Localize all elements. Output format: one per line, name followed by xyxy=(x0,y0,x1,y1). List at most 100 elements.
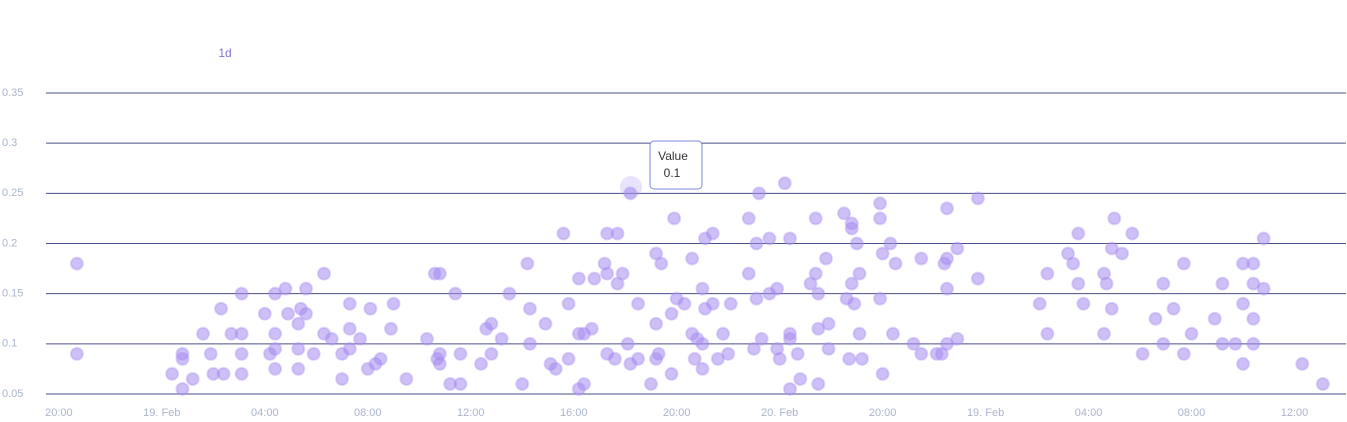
point xyxy=(687,351,702,366)
point xyxy=(610,226,625,241)
point xyxy=(1097,326,1112,341)
point xyxy=(484,346,499,361)
point xyxy=(1104,301,1119,316)
point xyxy=(1228,336,1243,351)
tooltip-title: Value xyxy=(658,149,688,163)
point xyxy=(623,186,638,201)
point xyxy=(1156,276,1171,291)
point xyxy=(782,381,797,396)
point xyxy=(808,211,823,226)
point xyxy=(299,306,313,321)
point xyxy=(203,346,218,361)
point xyxy=(353,331,368,346)
x-tick-label: 08:00 xyxy=(1178,407,1206,419)
point xyxy=(837,206,852,221)
point xyxy=(970,191,985,206)
point xyxy=(1099,276,1114,291)
point xyxy=(914,251,929,266)
point xyxy=(453,376,468,391)
point xyxy=(710,351,725,366)
point xyxy=(615,266,630,281)
point xyxy=(1246,336,1261,351)
point xyxy=(291,316,306,331)
point xyxy=(216,366,231,381)
y-tick-label: 0.25 xyxy=(2,187,23,199)
point xyxy=(749,291,764,306)
range-button[interactable]: 1d xyxy=(218,46,231,60)
point xyxy=(453,346,468,361)
point xyxy=(749,236,764,251)
point xyxy=(1125,226,1140,241)
point xyxy=(1207,311,1222,326)
point xyxy=(69,256,84,271)
point xyxy=(705,226,720,241)
point xyxy=(280,306,295,321)
point xyxy=(855,351,870,366)
point xyxy=(69,346,84,361)
point xyxy=(1246,311,1261,326)
point xyxy=(268,361,283,376)
point xyxy=(291,341,306,356)
point xyxy=(811,321,826,336)
point xyxy=(852,326,867,341)
point xyxy=(234,346,249,361)
point xyxy=(649,246,664,261)
point xyxy=(643,376,658,391)
hover-halo xyxy=(620,176,642,198)
point xyxy=(1184,326,1199,341)
point xyxy=(772,351,787,366)
x-tick-label: 04:00 xyxy=(251,407,279,419)
point xyxy=(1115,246,1130,261)
point xyxy=(175,351,190,366)
point xyxy=(234,326,249,341)
point xyxy=(1215,336,1230,351)
point xyxy=(873,196,888,211)
point xyxy=(175,381,190,396)
point xyxy=(597,256,612,271)
point xyxy=(1040,326,1055,341)
point xyxy=(1040,266,1055,281)
point xyxy=(556,226,571,241)
point xyxy=(1295,356,1310,371)
point xyxy=(1060,246,1075,261)
point xyxy=(811,286,826,301)
point xyxy=(185,371,200,386)
x-tick-label: 20:00 xyxy=(663,407,691,419)
point xyxy=(268,286,283,301)
point xyxy=(746,341,761,356)
point xyxy=(1107,211,1122,226)
point xyxy=(844,276,859,291)
point xyxy=(1135,346,1150,361)
point xyxy=(342,321,357,336)
tooltip-box xyxy=(649,140,703,190)
point xyxy=(1315,376,1330,391)
point xyxy=(299,281,313,296)
point xyxy=(234,366,249,381)
x-tick-label: 04:00 xyxy=(1075,407,1103,419)
point xyxy=(1236,296,1251,311)
point xyxy=(721,346,736,361)
point xyxy=(324,331,339,346)
y-tick-label: 0.15 xyxy=(2,288,23,300)
point xyxy=(950,331,965,346)
point xyxy=(494,331,509,346)
point xyxy=(695,361,710,376)
point xyxy=(561,351,576,366)
point xyxy=(196,326,211,341)
point xyxy=(811,376,826,391)
point xyxy=(484,316,499,331)
point xyxy=(1166,301,1181,316)
point xyxy=(741,266,756,281)
point xyxy=(1148,311,1163,326)
point xyxy=(649,316,664,331)
x-tick-label: 12:00 xyxy=(457,407,485,419)
point xyxy=(448,286,463,301)
point xyxy=(419,331,434,346)
point xyxy=(685,251,700,266)
point xyxy=(363,301,378,316)
point xyxy=(803,276,818,291)
point xyxy=(1256,231,1271,246)
x-tick-label: 20:00 xyxy=(869,407,897,419)
point xyxy=(631,351,646,366)
point xyxy=(317,266,332,281)
